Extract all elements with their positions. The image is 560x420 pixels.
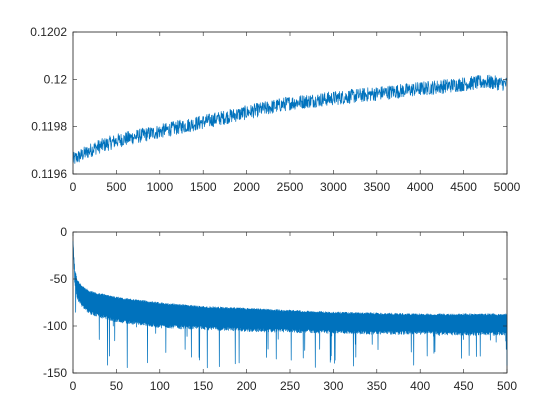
bottom-panel-axes-border: [72, 231, 508, 374]
top-panel-y-tick-label: 0.1202: [30, 25, 67, 39]
bottom-panel-y-tick-label: -100: [43, 319, 67, 333]
top-panel-axes: [72, 31, 508, 175]
top-panel-x-tick-label: 0: [70, 180, 77, 194]
bottom-panel-x-tick-label: 300: [323, 379, 343, 393]
bottom-panel-x-tick-label: 500: [497, 379, 517, 393]
bottom-panel-x-tick-label: 350: [367, 379, 387, 393]
top-panel-x-tick-label: 4500: [450, 180, 477, 194]
top-panel: 0 500 1000 1500 2000 2500 3000 3500 4000 4500 5000…: [30, 25, 520, 194]
bottom-panel-y-tick-label: -50: [50, 272, 68, 286]
top-panel-series-line: [72, 74, 508, 164]
bottom-panel-x-tick-label: 400: [410, 379, 430, 393]
top-panel-x-tick-label: 3500: [363, 180, 390, 194]
bottom-panel-x-tick-label: 250: [280, 379, 300, 393]
top-panel-x-tick-label: 3000: [320, 180, 347, 194]
bottom-panel-y-tick-label: -150: [43, 366, 67, 380]
top-panel-y-tick-label: 0.12: [44, 72, 68, 86]
top-panel-axes-border: [72, 31, 508, 175]
top-panel-x-tick-label: 2500: [277, 180, 304, 194]
top-panel-y-tick-label: 0.1198: [31, 120, 67, 134]
top-panel-x-tick-label: 1000: [146, 180, 173, 194]
top-panel-x-tick-label: 500: [106, 180, 126, 194]
top-panel-x-tick-label: 4000: [407, 180, 434, 194]
top-panel-x-tick-label: 5000: [494, 180, 521, 194]
top-panel-y-tick-label: 0.1196: [31, 167, 67, 181]
bottom-panel: 0 50 100 150 200 250 300 350 400 450 500 0 -50 -100 -1…: [43, 225, 517, 393]
top-panel-x-tick-label: 2000: [233, 180, 260, 194]
bottom-panel-x-tick-label: 450: [454, 379, 474, 393]
bottom-panel-series-line: [72, 241, 508, 369]
bottom-panel-x-tick-label: 0: [70, 379, 77, 393]
bottom-panel-x-tick-label: 50: [110, 379, 124, 393]
bottom-panel-x-tick-label: 200: [237, 379, 257, 393]
top-panel-x-tick-label: 1500: [190, 180, 217, 194]
bottom-panel-y-tick-label: 0: [60, 225, 67, 239]
bottom-panel-x-tick-label: 100: [150, 379, 170, 393]
bottom-panel-x-tick-label: 150: [193, 379, 213, 393]
